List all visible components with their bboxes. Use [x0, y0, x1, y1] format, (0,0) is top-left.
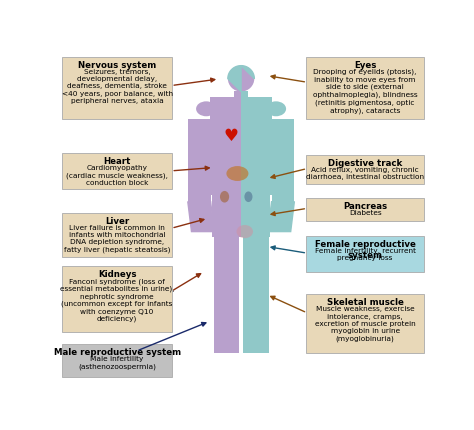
- Text: Muscle weakness, exercise
intolerance, cramps,
excretion of muscle protein
myogl: Muscle weakness, exercise intolerance, c…: [315, 306, 415, 341]
- Text: Heart: Heart: [103, 157, 131, 166]
- Bar: [210, 98, 241, 196]
- FancyBboxPatch shape: [62, 266, 172, 332]
- Ellipse shape: [220, 191, 229, 203]
- Bar: [272, 120, 294, 202]
- Ellipse shape: [228, 67, 255, 92]
- FancyBboxPatch shape: [62, 213, 172, 258]
- Bar: [213, 234, 239, 353]
- Bar: [188, 120, 210, 202]
- Text: Kidneys: Kidneys: [98, 270, 137, 279]
- Text: Liver failure is common in
infants with mitochondrial
DNA depletion syndrome,
fa: Liver failure is common in infants with …: [64, 224, 170, 252]
- Bar: [212, 194, 241, 237]
- Text: Skeletal muscle: Skeletal muscle: [327, 298, 403, 307]
- FancyBboxPatch shape: [62, 58, 172, 120]
- Bar: [235, 91, 241, 100]
- Text: Female infertility, recurrent
pregnancy loss: Female infertility, recurrent pregnancy …: [315, 248, 416, 261]
- Text: Diabetes: Diabetes: [349, 209, 382, 215]
- Text: Male infertility
(asthenozoospermia): Male infertility (asthenozoospermia): [78, 355, 156, 369]
- Polygon shape: [188, 202, 214, 232]
- Text: Seizures, tremors,
developmental delay,
deafness, dementia, stroke
<40 years, po: Seizures, tremors, developmental delay, …: [62, 69, 173, 104]
- FancyBboxPatch shape: [307, 155, 424, 185]
- Text: Eyes: Eyes: [354, 61, 376, 70]
- Text: Drooping of eyelids (ptosis),
inability to move eyes from
side to side (external: Drooping of eyelids (ptosis), inability …: [313, 69, 418, 114]
- Bar: [241, 194, 271, 237]
- Text: ♥: ♥: [223, 127, 238, 145]
- FancyBboxPatch shape: [62, 154, 172, 190]
- Ellipse shape: [237, 225, 253, 239]
- Text: Acid reflux, vomiting, chronic
diarrhoea, intestinal obstruction: Acid reflux, vomiting, chronic diarrhoea…: [306, 166, 424, 180]
- Ellipse shape: [196, 102, 216, 117]
- FancyBboxPatch shape: [307, 198, 424, 221]
- Text: Female reproductive
system: Female reproductive system: [315, 240, 416, 259]
- FancyBboxPatch shape: [307, 58, 424, 120]
- Bar: [241, 91, 248, 100]
- Polygon shape: [228, 67, 255, 92]
- Ellipse shape: [245, 192, 253, 203]
- Ellipse shape: [266, 102, 286, 117]
- FancyBboxPatch shape: [307, 237, 424, 273]
- Text: Nervous system: Nervous system: [78, 61, 156, 70]
- FancyBboxPatch shape: [62, 344, 172, 377]
- Bar: [243, 234, 269, 353]
- Text: Male reproductive system: Male reproductive system: [54, 347, 181, 356]
- Text: Cardiomyopathy
(cardiac muscle weakness),
conduction block: Cardiomyopathy (cardiac muscle weakness)…: [66, 165, 168, 186]
- Bar: [241, 98, 272, 196]
- FancyBboxPatch shape: [307, 294, 424, 353]
- Text: Fanconi syndrome (loss of
essential metabolites in urine),
nephrotic syndrome
(u: Fanconi syndrome (loss of essential meta…: [60, 277, 174, 322]
- Text: Digestive track: Digestive track: [328, 159, 402, 168]
- Text: Liver: Liver: [105, 216, 129, 225]
- Polygon shape: [268, 202, 294, 232]
- Ellipse shape: [227, 167, 248, 181]
- Text: Pancreas: Pancreas: [343, 202, 387, 211]
